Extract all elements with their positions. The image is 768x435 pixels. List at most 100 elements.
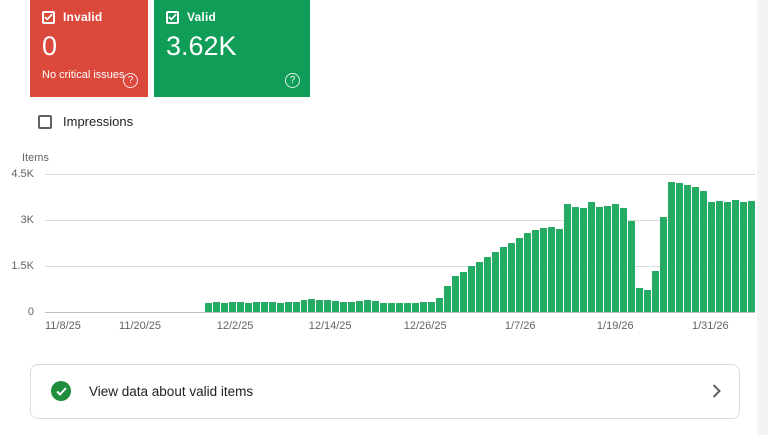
y-tick-label: 1.5K [11,259,34,272]
chart-bar[interactable] [619,207,627,312]
chart-bar[interactable] [244,302,252,312]
chart-bar[interactable] [436,298,444,312]
chart-bar[interactable] [284,302,292,312]
chart-bar[interactable] [635,288,643,312]
impressions-checkbox[interactable] [38,114,52,129]
view-valid-items-row[interactable]: View data about valid items [30,363,740,419]
chart-bar[interactable] [651,271,659,312]
chart-bar[interactable] [611,203,619,312]
chart-bar[interactable] [683,185,691,312]
status-cards-row: Invalid 0 No critical issues ? Valid 3.6… [0,0,768,97]
chart-bar[interactable] [388,303,396,312]
gridline [45,311,755,313]
invalid-count: 0 [42,31,58,61]
chart-bar[interactable] [372,301,380,312]
chart-bar[interactable] [452,276,460,312]
chevron-right-icon[interactable] [712,384,721,398]
impressions-toggle[interactable]: Impressions [38,114,133,129]
chart-bar[interactable] [340,302,348,312]
chart-bar[interactable] [380,302,388,312]
chart-bar[interactable] [396,302,404,312]
gridline [45,173,755,175]
chart-bar[interactable] [236,302,244,312]
chart-bar[interactable] [667,182,675,312]
chart-bar[interactable] [404,302,412,312]
chart-bar[interactable] [308,299,316,312]
invalid-card-label: Invalid [63,10,103,24]
chart-bar[interactable] [556,228,563,312]
chart-bar[interactable] [707,202,715,312]
valid-card-header: Valid [166,10,298,24]
chart-bar[interactable] [268,302,276,312]
x-tick-label: 1/31/26 [691,319,729,332]
page-right-gutter [757,0,768,435]
help-icon[interactable]: ? [123,73,138,88]
chart-y-axis: 4.5K 3K 1.5K 0 [0,168,40,318]
chart-bar[interactable] [739,201,747,312]
coverage-report: Invalid 0 No critical issues ? Valid 3.6… [0,0,768,419]
chart-bar[interactable] [316,299,324,312]
chart-bar[interactable] [731,200,739,312]
chart-bar[interactable] [643,290,651,312]
chart-bar[interactable] [548,226,555,312]
chart-bar[interactable] [300,300,308,312]
chart-plot-area: 4.5K 3K 1.5K 0 [11,168,755,318]
chart-bar[interactable] [691,187,699,312]
chart-bar[interactable] [579,207,587,312]
chart-bar[interactable] [412,302,420,312]
chart-bar[interactable] [460,271,468,312]
valid-checkbox[interactable] [166,10,179,24]
chart-bar[interactable] [420,302,428,312]
chart-bar[interactable] [476,261,484,312]
chart-bar[interactable] [595,207,603,312]
chart-bar[interactable] [492,251,500,312]
chart-bar[interactable] [587,202,595,312]
invalid-checkbox[interactable] [42,10,55,24]
chart-bar[interactable] [468,266,476,312]
help-icon[interactable]: ? [285,73,300,88]
chart-bar[interactable] [220,302,228,312]
y-tick-label: 0 [27,305,34,318]
chart-bar[interactable] [532,230,540,312]
chart-bar[interactable] [699,191,707,312]
valid-card[interactable]: Valid 3.62K ? [154,0,310,97]
chart-bar[interactable] [659,217,667,312]
valid-check-circle-icon [51,381,71,401]
chart-bar[interactable] [364,299,372,312]
chart-bar[interactable] [356,301,364,312]
chart-bar[interactable] [324,300,332,312]
chart-bar[interactable] [675,183,683,312]
chart-bar[interactable] [252,302,260,312]
chart-bar[interactable] [500,247,508,312]
impressions-label: Impressions [63,114,134,129]
gridline [45,219,755,221]
chart-bar[interactable] [508,242,516,312]
chart-bar[interactable] [715,200,723,312]
chart-bar[interactable] [516,237,524,312]
chart-bar[interactable] [484,256,492,312]
chart-bar[interactable] [563,204,571,312]
invalid-subtext: No critical issues [42,69,125,81]
chart-bar[interactable] [348,302,356,312]
y-tick-label: 3K [20,213,34,226]
chart-bar[interactable] [627,221,635,312]
chart-bar[interactable] [603,205,611,312]
chart-gridlines [45,173,755,313]
chart-bar[interactable] [212,302,220,312]
chart-bar[interactable] [276,302,284,312]
chart-bar[interactable] [428,301,436,312]
chart-bar[interactable] [723,202,731,312]
items-chart: Items 4.5K 3K 1.5K 0 11/8/25 11/20/25 12/2/25… [0,152,755,338]
chart-bar[interactable] [747,200,755,312]
invalid-card[interactable]: Invalid 0 No critical issues ? [30,0,148,97]
chart-bar[interactable] [204,302,212,312]
chart-bar[interactable] [332,301,340,312]
chart-bar[interactable] [524,233,532,312]
chart-bar[interactable] [571,206,579,312]
chart-bar[interactable] [260,302,268,312]
x-tick-label: 11/20/25 [119,319,162,332]
chart-bar[interactable] [292,302,300,312]
chart-bar[interactable] [228,302,236,312]
chart-bar[interactable] [540,228,548,312]
chart-bar[interactable] [444,286,452,312]
